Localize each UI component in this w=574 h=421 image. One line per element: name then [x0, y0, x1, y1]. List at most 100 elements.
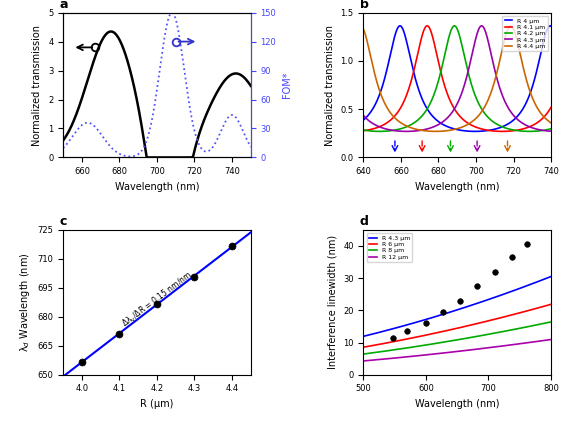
X-axis label: Wavelength (nm): Wavelength (nm)	[115, 182, 199, 192]
Line: R 4.3 μm: R 4.3 μm	[363, 277, 551, 336]
R 4 μm	[527, 90, 534, 95]
R 4 μm	[360, 117, 367, 123]
R 4.1 μm	[499, 129, 506, 134]
R 4 μm	[393, 28, 400, 33]
R 6 μm	[485, 318, 492, 323]
R 4 μm	[548, 24, 554, 29]
Legend: R 4 μm, R 4.1 μm, R 4.2 μm, R 4.3 μm, R 4.4 μm: R 4 μm, R 4.1 μm, R 4.2 μm, R 4.3 μm, R …	[502, 16, 548, 51]
R 4.4 μm	[507, 23, 514, 28]
R 4.3 μm	[360, 334, 367, 339]
R 6 μm	[471, 322, 478, 327]
R 4 μm	[552, 32, 559, 37]
R 4.3 μm	[485, 297, 492, 302]
R 12 μm	[485, 345, 492, 350]
R 4.2 μm	[393, 127, 400, 132]
X-axis label: Wavelength (nm): Wavelength (nm)	[415, 399, 499, 409]
R 4.4 μm	[360, 27, 367, 32]
R 8 μm	[408, 345, 415, 350]
R 8 μm	[445, 339, 452, 344]
Line: R 4.4 μm: R 4.4 μm	[363, 26, 555, 131]
Y-axis label: Interference linewidth (nm): Interference linewidth (nm)	[328, 235, 338, 369]
R 4.2 μm	[548, 126, 554, 131]
R 4.3 μm	[408, 321, 415, 326]
R 8 μm	[360, 352, 367, 357]
Line: R 4.2 μm: R 4.2 μm	[363, 26, 555, 131]
R 4.4 μm	[433, 129, 440, 134]
Line: R 12 μm: R 12 μm	[363, 339, 551, 361]
R 12 μm	[408, 354, 415, 359]
X-axis label: Wavelength (nm): Wavelength (nm)	[415, 182, 499, 192]
R 4.2 μm	[527, 129, 534, 134]
R 4.1 μm	[360, 128, 367, 133]
R 12 μm	[393, 355, 400, 360]
R 12 μm	[471, 347, 478, 352]
R 4 μm	[433, 118, 440, 123]
R 4.1 μm	[393, 111, 400, 116]
R 4.3 μm	[382, 126, 389, 131]
Text: b: b	[360, 0, 369, 11]
Y-axis label: Normalized transmission: Normalized transmission	[33, 24, 42, 146]
R 12 μm	[360, 358, 367, 363]
R 12 μm	[548, 337, 554, 342]
R 8 μm	[471, 334, 478, 339]
Line: R 4 μm: R 4 μm	[363, 26, 555, 131]
R 4.3 μm	[393, 128, 400, 133]
R 8 μm	[501, 329, 508, 334]
R 4.3 μm	[403, 129, 410, 134]
R 8 μm	[485, 332, 492, 337]
R 4.3 μm	[433, 123, 440, 128]
R 6 μm	[408, 336, 415, 341]
R 4.1 μm	[424, 23, 430, 28]
R 8 μm	[548, 320, 554, 325]
R 4.2 μm	[526, 129, 533, 134]
R 4.3 μm	[478, 23, 485, 28]
R 4.1 μm	[442, 85, 449, 90]
R 4.2 μm	[433, 84, 440, 89]
R 6 μm	[393, 338, 400, 344]
R 4.4 μm	[527, 91, 534, 96]
R 4.4 μm	[382, 102, 389, 107]
R 4.3 μm	[527, 125, 534, 130]
R 4.3 μm	[442, 117, 449, 123]
R 4 μm	[382, 74, 389, 79]
Text: Δλ$_v$/ΔR = 0.15 nm/nm: Δλ$_v$/ΔR = 0.15 nm/nm	[119, 269, 195, 330]
R 6 μm	[360, 345, 367, 350]
R 4.1 μm	[433, 52, 440, 57]
R 4.3 μm	[445, 310, 452, 315]
R 4.1 μm	[382, 121, 389, 126]
Y-axis label: FOM*: FOM*	[282, 72, 292, 98]
Y-axis label: λ$_d$ Wavelength (nm): λ$_d$ Wavelength (nm)	[18, 253, 32, 352]
R 4.2 μm	[451, 23, 458, 28]
R 4.1 μm	[548, 104, 554, 109]
R 4.4 μm	[432, 129, 439, 134]
Legend: R 4.3 μm, R 6 μm, R 8 μm, R 12 μm: R 4.3 μm, R 6 μm, R 8 μm, R 12 μm	[367, 233, 412, 262]
R 4.3 μm	[501, 291, 508, 296]
R 4.2 μm	[360, 128, 367, 133]
R 4.3 μm	[548, 274, 554, 279]
R 4.2 μm	[441, 51, 448, 56]
R 4.4 μm	[393, 117, 400, 122]
R 4.3 μm	[471, 302, 478, 307]
Line: R 4.3 μm: R 4.3 μm	[363, 26, 555, 131]
R 4.1 μm	[552, 97, 559, 102]
R 12 μm	[501, 343, 508, 348]
R 4.3 μm	[548, 129, 554, 134]
Text: a: a	[59, 0, 68, 11]
R 4.3 μm	[552, 129, 559, 134]
Line: R 4.1 μm: R 4.1 μm	[363, 26, 555, 131]
R 4 μm	[472, 129, 479, 134]
Text: c: c	[59, 216, 67, 229]
R 12 μm	[445, 350, 452, 355]
Y-axis label: Normalized transmission: Normalized transmission	[325, 24, 335, 146]
R 4.3 μm	[393, 325, 400, 330]
R 4.2 μm	[552, 125, 559, 130]
R 6 μm	[445, 328, 452, 333]
R 4.1 μm	[527, 124, 534, 129]
R 4 μm	[442, 123, 449, 128]
R 4.4 μm	[548, 120, 554, 125]
Line: R 8 μm: R 8 μm	[363, 322, 551, 354]
R 4.2 μm	[382, 129, 389, 134]
R 6 μm	[501, 314, 508, 319]
R 6 μm	[548, 302, 554, 307]
R 8 μm	[393, 347, 400, 352]
